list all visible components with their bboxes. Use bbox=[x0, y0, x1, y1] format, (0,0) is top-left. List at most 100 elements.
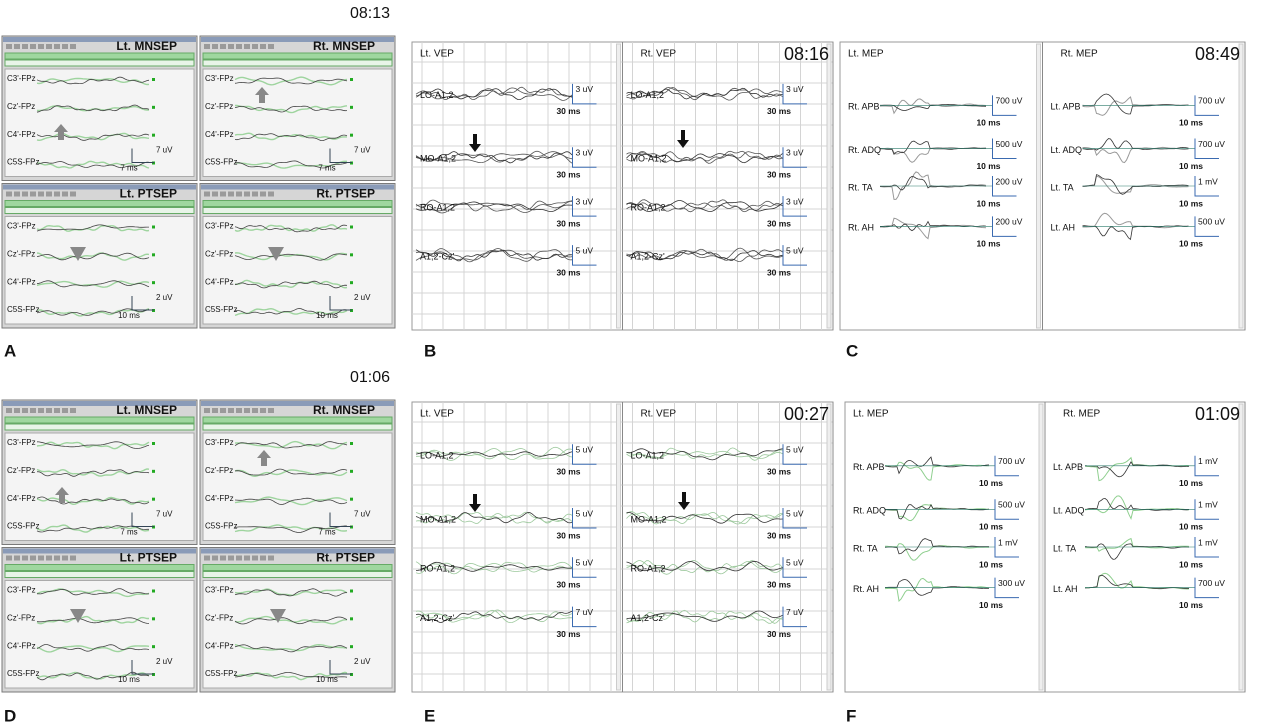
toolbar-icon bbox=[70, 408, 76, 413]
marker bbox=[152, 497, 155, 501]
toolbar-icon bbox=[30, 44, 36, 49]
sweep-scale: 10 ms bbox=[316, 311, 338, 320]
sweep-scale: 10 ms bbox=[1179, 239, 1203, 249]
channel-label: C3'-FPz bbox=[205, 586, 234, 595]
toolbar-icon bbox=[220, 408, 226, 413]
sweep-scale: 30 ms bbox=[556, 466, 580, 476]
toolbar-icon bbox=[38, 555, 44, 561]
marker bbox=[152, 225, 155, 229]
trace bbox=[36, 671, 150, 681]
toolbar-icon bbox=[252, 408, 258, 413]
arrow bbox=[677, 130, 689, 148]
trace bbox=[234, 644, 348, 653]
scale-bar bbox=[572, 245, 597, 266]
trace bbox=[234, 224, 348, 233]
table-row bbox=[202, 564, 393, 571]
table-row bbox=[202, 52, 393, 60]
table-row bbox=[4, 207, 195, 214]
subpanel-title: Rt. VEP bbox=[641, 409, 677, 420]
sweep-scale: 10 ms bbox=[979, 600, 1003, 610]
toolbar-icon bbox=[30, 555, 36, 561]
scale-bar bbox=[782, 83, 807, 105]
toolbar-icon bbox=[228, 44, 234, 49]
toolbar-icon bbox=[268, 191, 274, 197]
trace bbox=[415, 151, 573, 164]
amp-scale: 1 mV bbox=[1198, 176, 1218, 186]
trace bbox=[1082, 174, 1189, 195]
trace bbox=[36, 104, 150, 113]
scale-bar bbox=[572, 444, 597, 465]
plot-area bbox=[202, 216, 393, 325]
trace bbox=[36, 469, 150, 477]
sweep-scale: 30 ms bbox=[767, 629, 791, 639]
trace bbox=[626, 200, 783, 213]
sweep-scale: 10 ms bbox=[118, 675, 140, 684]
scale-bar bbox=[131, 148, 154, 163]
trace bbox=[884, 577, 990, 603]
toolbar-icon bbox=[236, 191, 242, 197]
amp-scale: 3 uV bbox=[576, 196, 594, 206]
channel-label: C5S-FPz bbox=[205, 522, 237, 531]
toolbar-icon bbox=[70, 555, 76, 561]
toolbar-icon bbox=[62, 191, 68, 197]
channel-label: RO-A1,2 bbox=[631, 564, 666, 574]
scale-bar bbox=[782, 606, 807, 628]
scrollbar bbox=[826, 43, 832, 329]
trace bbox=[626, 250, 783, 261]
trace bbox=[415, 561, 573, 572]
channel-label: LO-A1,2 bbox=[631, 90, 665, 100]
toolbar-icon bbox=[14, 408, 20, 413]
marker bbox=[350, 225, 353, 229]
trace bbox=[626, 449, 783, 459]
amp-scale: 5 uV bbox=[786, 508, 804, 518]
toolbar-icon bbox=[54, 191, 60, 197]
toolbar-icon bbox=[260, 408, 266, 413]
toolbar-icon bbox=[236, 408, 242, 413]
channel-label: Lt. TA bbox=[1051, 182, 1074, 192]
sweep-scale: 30 ms bbox=[556, 218, 580, 228]
channel-label: A1,2-Cz' bbox=[631, 251, 666, 261]
sweep-scale: 30 ms bbox=[767, 580, 791, 590]
trace bbox=[234, 77, 348, 85]
toolbar-icon bbox=[204, 408, 210, 413]
marker bbox=[350, 281, 353, 285]
channel-label: C4'-FPz bbox=[7, 277, 36, 286]
sweep-scale: 10 ms bbox=[1179, 478, 1203, 488]
sweep-scale: 10 ms bbox=[976, 198, 1000, 208]
sweep-scale: 7 ms bbox=[318, 528, 335, 537]
toolbar-icon bbox=[54, 44, 60, 49]
trace bbox=[1084, 497, 1190, 511]
channel-label: RO-A1,2 bbox=[420, 203, 455, 213]
toolbar-icon bbox=[212, 191, 218, 197]
plot-area bbox=[202, 580, 393, 689]
table-row bbox=[202, 207, 393, 214]
toolbar-icon bbox=[46, 191, 52, 197]
channel-label: LO-A1,2 bbox=[420, 451, 454, 461]
trace bbox=[234, 672, 348, 678]
amp-scale: 500 uV bbox=[1198, 217, 1225, 227]
scale-bar bbox=[782, 508, 807, 529]
trace bbox=[626, 560, 783, 572]
toolbar-icon bbox=[6, 44, 12, 49]
sweep-scale: 30 ms bbox=[767, 530, 791, 540]
table-row bbox=[4, 59, 195, 67]
scale-bar bbox=[572, 557, 597, 578]
amp-scale: 3 uV bbox=[576, 84, 594, 94]
trace bbox=[415, 248, 573, 263]
amp-scale: 7 uV bbox=[156, 510, 173, 519]
amp-scale: 500 uV bbox=[996, 139, 1023, 149]
channel-label: C4'-FPz bbox=[205, 494, 234, 503]
channel-label: C5S-FPz bbox=[205, 158, 237, 167]
marker bbox=[350, 78, 353, 81]
panel-letter: A bbox=[4, 341, 16, 360]
scale-bar bbox=[572, 606, 597, 628]
scale-bar bbox=[992, 216, 1017, 237]
channel-label: Lt. TA bbox=[1053, 543, 1076, 553]
toolbar-icon bbox=[62, 408, 68, 413]
channel-label: C5S-FPz bbox=[7, 669, 39, 678]
sweep-scale: 10 ms bbox=[1179, 559, 1203, 569]
plot-area bbox=[202, 432, 393, 541]
amp-scale: 1 mV bbox=[1198, 456, 1218, 466]
channel-label: C4'-FPz bbox=[7, 494, 36, 503]
